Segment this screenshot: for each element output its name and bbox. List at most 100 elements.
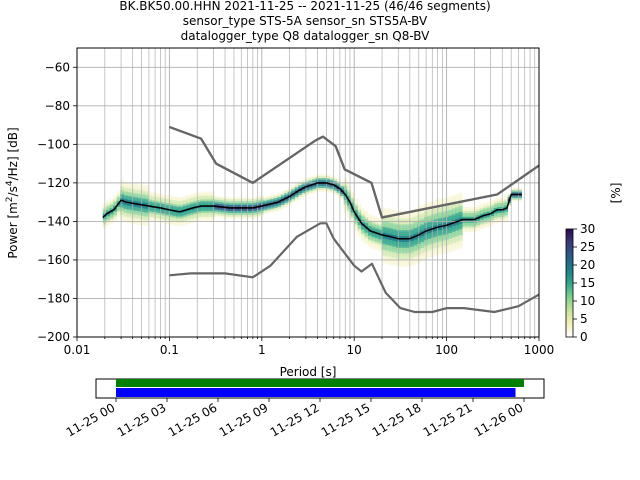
heatmap-cell	[312, 175, 317, 178]
heatmap-cell	[458, 205, 463, 209]
heatmap-cell	[437, 252, 442, 255]
heatmap-cell	[350, 204, 355, 207]
heatmap-cell	[252, 214, 257, 217]
heatmap-cell	[514, 197, 519, 200]
heatmap-cell	[375, 247, 379, 250]
heatmap-cell	[476, 207, 481, 210]
heatmap-cell	[420, 216, 425, 219]
heatmap-cell	[382, 242, 386, 245]
heatmap-cell	[448, 244, 453, 247]
heatmap-cell	[403, 218, 407, 221]
heatmap-cell	[385, 252, 390, 255]
heatmap-cell	[490, 217, 495, 220]
title-line2: sensor_type STS-5A sensor_sn STS5A-BV	[183, 14, 428, 28]
heatmap-cell	[368, 221, 372, 225]
heatmap-cell	[399, 210, 404, 214]
heatmap-cell	[486, 215, 491, 218]
heatmap-cell	[127, 193, 131, 197]
heatmap-cell	[322, 183, 327, 187]
heatmap-cell	[221, 208, 226, 211]
heatmap-cell	[109, 198, 114, 201]
heatmap-cell	[441, 248, 446, 251]
heatmap-cell	[462, 228, 467, 231]
heatmap-cell	[465, 208, 470, 212]
heatmap-cell	[186, 200, 191, 203]
heatmap-cell	[413, 208, 418, 211]
heatmap-cell	[238, 201, 243, 204]
heatmap-cell	[420, 224, 425, 227]
heatmap-cell	[308, 188, 313, 191]
heatmap-cell	[319, 178, 324, 181]
heatmap-cell	[451, 206, 456, 209]
heatmap-cell	[413, 252, 418, 256]
heatmap-cell	[354, 215, 358, 218]
heatmap-cell	[263, 198, 268, 201]
heatmap-cell	[448, 240, 453, 243]
heatmap-cell	[451, 248, 456, 251]
heatmap-cell	[217, 203, 222, 207]
heatmap-cell	[357, 220, 362, 224]
heatmap-cell	[357, 203, 362, 206]
heatmap-cell	[162, 201, 166, 205]
timeline-tick-label: 11-25 00	[64, 400, 118, 439]
heatmap-cell	[406, 216, 411, 219]
heatmap-cell	[430, 212, 435, 215]
heatmap-cell	[403, 249, 407, 252]
heatmap-cell	[301, 185, 306, 188]
heatmap-cell	[361, 213, 365, 217]
heatmap-cell	[375, 241, 379, 245]
heatmap-cell	[354, 199, 358, 203]
heatmap-cell	[364, 220, 369, 223]
heatmap-cell	[210, 199, 215, 202]
heatmap-cell	[322, 176, 327, 179]
heatmap-cell	[127, 217, 131, 220]
heatmap-cell	[137, 205, 142, 208]
heatmap-cell	[172, 207, 177, 211]
heatmap-cell	[504, 203, 509, 206]
heatmap-cell	[368, 243, 372, 246]
heatmap-cell	[493, 203, 498, 207]
heatmap-cell	[224, 196, 229, 200]
heatmap-cell	[120, 191, 124, 195]
heatmap-cell	[399, 247, 404, 250]
heatmap-cell	[207, 208, 212, 212]
heatmap-cell	[252, 202, 257, 205]
heatmap-cell	[483, 202, 488, 205]
heatmap-cell	[109, 221, 114, 224]
heatmap-cell	[123, 197, 128, 200]
heatmap-cell	[186, 198, 191, 201]
heatmap-cell	[403, 247, 407, 250]
heatmap-cell	[120, 209, 124, 212]
heatmap-cell	[162, 194, 166, 197]
heatmap-cell	[148, 195, 152, 198]
heatmap-cell	[120, 213, 124, 216]
heatmap-cell	[256, 198, 261, 201]
heatmap-cell	[413, 216, 418, 219]
heatmap-cell	[364, 230, 369, 233]
heatmap-cell	[301, 179, 306, 182]
heatmap-cell	[176, 216, 180, 219]
heatmap-cell	[385, 223, 390, 226]
heatmap-cell	[252, 216, 257, 219]
heatmap-cell	[455, 210, 460, 214]
heatmap-cell	[347, 209, 351, 212]
heatmap-cell	[106, 200, 111, 203]
heatmap-cell	[371, 227, 376, 230]
heatmap-cell	[511, 197, 516, 200]
heatmap-cell	[371, 219, 376, 222]
heatmap-cell	[500, 201, 505, 204]
heatmap-cell	[511, 187, 516, 190]
heatmap-cell	[409, 262, 414, 265]
heatmap-cell	[441, 207, 446, 210]
heatmap-cell	[497, 206, 502, 210]
heatmap-cell	[455, 222, 460, 225]
heatmap-cell	[350, 212, 355, 215]
heatmap-cell	[430, 254, 435, 258]
heatmap-cell	[389, 237, 393, 240]
heatmap-cell	[434, 238, 439, 241]
heatmap-cell	[486, 221, 491, 224]
heatmap-cell	[385, 219, 390, 222]
heatmap-cell	[294, 183, 299, 186]
heatmap-cell	[200, 203, 205, 206]
heatmap-cell	[430, 204, 435, 207]
